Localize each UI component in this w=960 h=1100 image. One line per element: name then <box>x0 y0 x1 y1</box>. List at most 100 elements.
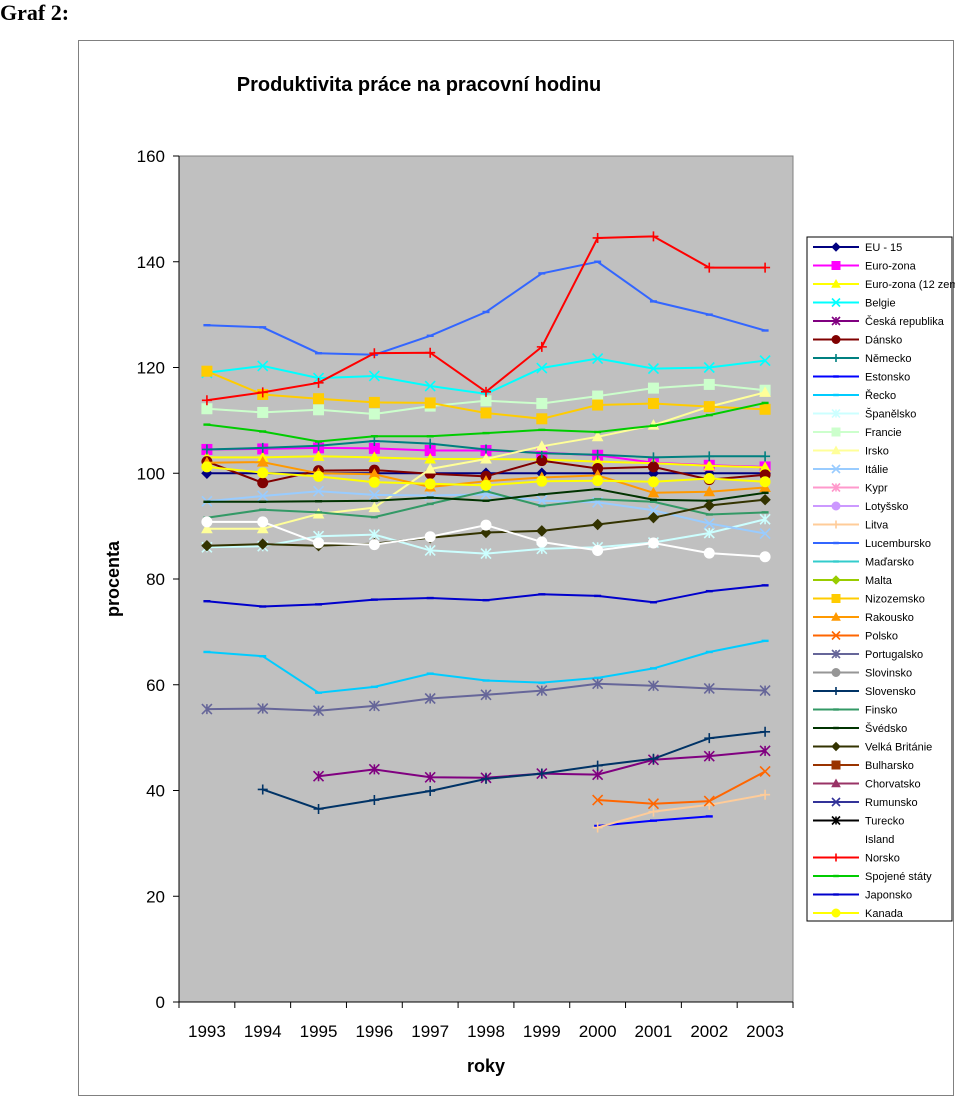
legend-item: Rumunsko <box>813 797 918 809</box>
legend-label: Česká republika <box>865 315 945 328</box>
legend-item: Euro-zona <box>813 261 917 273</box>
legend-item: Kanada <box>813 908 904 920</box>
series-16 <box>203 260 769 357</box>
legend-item: Lucembursko <box>813 538 931 550</box>
data-point <box>759 386 771 397</box>
legend-label: Euro-zona (12 zemí) <box>865 279 955 291</box>
data-point <box>201 365 213 377</box>
data-point <box>424 452 437 464</box>
data-point <box>703 547 715 559</box>
legend-label: Lucembursko <box>865 538 931 550</box>
legend-label: Chorvatsko <box>865 779 921 791</box>
data-point <box>368 763 380 775</box>
x-tick-label: 1993 <box>188 1022 226 1041</box>
data-point <box>424 531 436 543</box>
data-point <box>647 486 660 498</box>
data-point <box>647 362 660 375</box>
legend-item: Maďarsko <box>813 557 914 569</box>
legend-item: Slovensko <box>813 686 916 698</box>
legend-swatch-marker <box>831 649 841 659</box>
data-point <box>312 770 325 782</box>
legend-item: Dánsko <box>813 335 902 347</box>
legend-label: Portugalsko <box>865 649 923 661</box>
legend-label: Litva <box>865 520 889 532</box>
data-point <box>536 413 548 425</box>
series-33 <box>201 231 771 406</box>
x-tick-label: 1999 <box>523 1022 561 1041</box>
series-15 <box>592 789 771 833</box>
legend-item: Irsko <box>813 445 889 458</box>
data-point <box>313 470 325 482</box>
data-point <box>592 794 604 806</box>
legend-label: Irsko <box>865 446 889 458</box>
legend-label: Spojené státy <box>865 871 932 883</box>
x-tick-label: 1995 <box>300 1022 338 1041</box>
data-point <box>425 786 436 797</box>
data-point <box>368 408 380 420</box>
legend-label: Řecko <box>865 389 896 402</box>
data-point <box>647 511 660 524</box>
legend-label: EU - 15 <box>865 242 902 254</box>
legend-label: Rumunsko <box>865 797 918 809</box>
legend-label: Slovinsko <box>865 668 912 680</box>
data-point <box>704 451 715 462</box>
series-line <box>597 770 766 805</box>
legend-item: Island <box>813 834 894 846</box>
series-22 <box>201 678 771 717</box>
legend-swatch-marker <box>831 501 841 511</box>
data-point <box>201 539 213 552</box>
data-point <box>759 527 771 540</box>
series-layer <box>201 231 771 833</box>
chart-frame: Produktivita práce na pracovní hodinu 0 2… <box>78 40 955 1096</box>
legend-swatch-marker <box>831 445 841 455</box>
data-point <box>481 444 491 455</box>
legend-swatch-marker <box>831 834 841 844</box>
legend-swatch-marker <box>831 261 841 270</box>
legend-label: Švédsko <box>865 722 907 735</box>
x-tick-label: 2003 <box>746 1022 784 1041</box>
y-tick-label: 80 <box>146 570 165 589</box>
legend-label: Norsko <box>865 853 900 865</box>
data-point <box>647 461 659 473</box>
data-point <box>592 760 603 771</box>
legend-label: Francie <box>865 427 902 439</box>
series-line <box>262 730 766 811</box>
legend-item: Německo <box>813 353 911 365</box>
data-point <box>257 490 269 502</box>
data-point <box>535 440 548 451</box>
data-point <box>759 493 771 506</box>
data-point <box>424 397 436 409</box>
data-point <box>257 538 269 550</box>
data-point <box>760 726 771 737</box>
legend-swatch-marker <box>831 242 841 252</box>
legend-label: Euro-zona <box>865 261 917 273</box>
legend-swatch-marker <box>831 908 841 918</box>
data-point <box>312 705 325 717</box>
data-point <box>480 519 492 531</box>
legend-swatch-marker <box>831 427 841 437</box>
legend-swatch-marker <box>831 668 841 677</box>
data-point <box>368 370 380 382</box>
figure-heading: Graf 2: <box>0 0 70 25</box>
data-point <box>536 341 547 352</box>
legend-label: Španělsko <box>865 408 916 421</box>
data-point <box>592 822 603 833</box>
legend-label: Kanada <box>865 908 904 920</box>
series-34 <box>203 401 769 443</box>
series-32 <box>201 516 771 563</box>
data-point <box>369 795 380 806</box>
legend-item: EU - 15 <box>813 242 902 254</box>
legend-item: Estonsko <box>813 372 910 384</box>
x-tick-label: 1994 <box>244 1022 282 1041</box>
data-point <box>759 685 771 697</box>
legend-item: Itálie <box>813 464 888 476</box>
data-point <box>536 536 548 548</box>
data-point <box>704 262 715 273</box>
legend-label: Kypr <box>865 483 888 495</box>
data-point <box>256 456 269 467</box>
legend-swatch-marker <box>831 797 841 807</box>
series-6 <box>201 435 771 463</box>
data-point <box>592 544 604 556</box>
series-line <box>597 793 766 829</box>
data-point <box>592 678 604 690</box>
